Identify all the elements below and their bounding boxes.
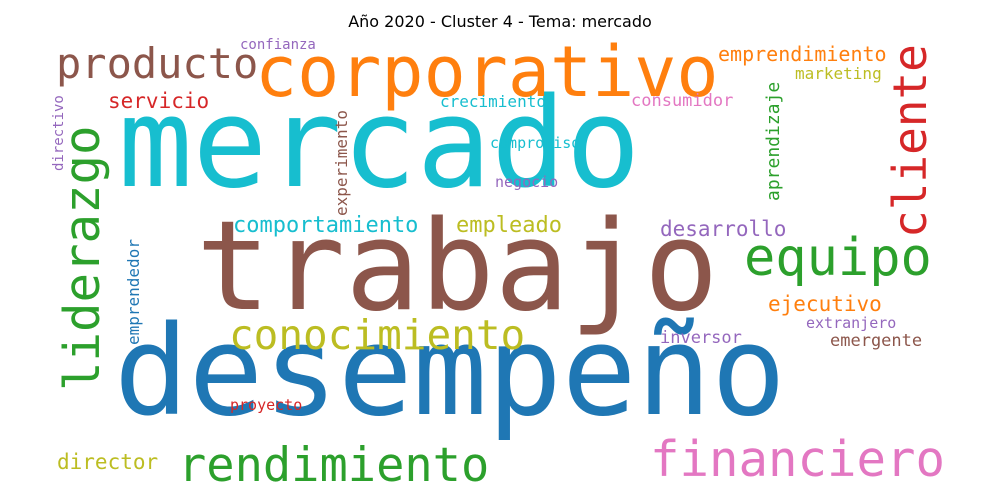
word-conocimiento: conocimiento bbox=[229, 311, 526, 359]
word-servicio: servicio bbox=[108, 89, 210, 113]
word-inversor: inversor bbox=[660, 328, 742, 348]
word-empleado: empleado bbox=[456, 213, 562, 238]
word-corporativo: corporativo bbox=[255, 31, 719, 113]
word-consumidor: consumidor bbox=[631, 91, 734, 111]
word-producto: producto bbox=[56, 39, 259, 88]
word-desempeno: desempeño bbox=[114, 300, 786, 444]
word-trabajo: trabajo bbox=[196, 195, 719, 339]
word-aprendizaje: aprendizaje bbox=[763, 81, 784, 201]
word-experimento: experimento bbox=[332, 110, 351, 216]
word-proyecto: proyecto bbox=[230, 396, 303, 414]
word-negocio: negocio bbox=[495, 173, 559, 191]
word-financiero: financiero bbox=[650, 431, 946, 488]
word-directivo: directivo bbox=[51, 95, 67, 171]
word-compromiso: compromiso bbox=[490, 134, 581, 152]
word-mercado: mercado bbox=[118, 72, 641, 216]
word-equipo: equipo bbox=[744, 228, 932, 288]
word-rendimiento: rendimiento bbox=[178, 438, 490, 493]
word-desarrollo: desarrollo bbox=[660, 217, 787, 241]
word-emprendedor: emprendedor bbox=[124, 239, 143, 345]
word-confianza: confianza bbox=[240, 37, 316, 53]
word-ejecutivo: ejecutivo bbox=[768, 292, 882, 316]
word-emergente: emergente bbox=[830, 331, 923, 351]
word-cliente: cliente bbox=[883, 44, 937, 238]
chart-title: Año 2020 - Cluster 4 - Tema: mercado bbox=[348, 12, 652, 31]
word-director: director bbox=[57, 450, 159, 474]
word-extranjero: extranjero bbox=[806, 314, 897, 332]
word-marketing: marketing bbox=[795, 64, 882, 83]
word-comportamiento: comportamiento bbox=[233, 213, 419, 238]
word-crecimiento: crecimiento bbox=[440, 92, 546, 111]
word-emprendimiento: emprendimiento bbox=[718, 42, 887, 66]
